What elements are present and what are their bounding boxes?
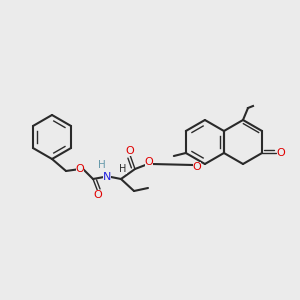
Text: N: N	[103, 172, 111, 182]
Text: H: H	[98, 160, 106, 170]
Text: O: O	[277, 148, 285, 158]
Text: O: O	[193, 162, 201, 172]
Text: O: O	[94, 190, 102, 200]
Text: O: O	[126, 146, 134, 156]
Text: O: O	[145, 157, 153, 167]
Text: O: O	[76, 164, 84, 174]
Text: H: H	[119, 164, 127, 174]
